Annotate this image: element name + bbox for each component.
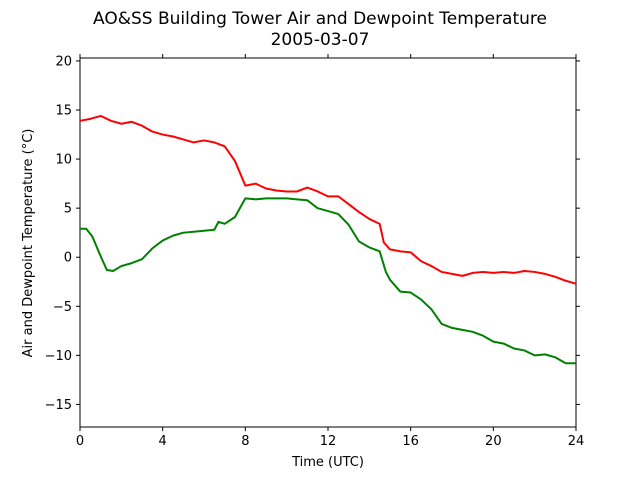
y-tick-label: −15 bbox=[45, 398, 72, 413]
y-tick-label: −10 bbox=[45, 349, 72, 364]
x-axis: 0 4 8 12 16 20 24 bbox=[76, 54, 584, 449]
y-tick-label: 5 bbox=[64, 202, 72, 217]
x-axis-label: Time (UTC) bbox=[291, 455, 364, 470]
y-tick-label: 20 bbox=[55, 54, 72, 69]
y-tick-label: −5 bbox=[53, 300, 72, 315]
x-tick-label: 12 bbox=[320, 434, 337, 449]
y-axis: −15 −10 −5 0 5 10 15 20 bbox=[45, 54, 580, 413]
series-line-1 bbox=[80, 197, 576, 365]
x-tick-label: 20 bbox=[485, 434, 502, 449]
y-tick-label: 15 bbox=[55, 104, 72, 119]
chart-subtitle: 2005-03-07 bbox=[271, 30, 370, 50]
x-tick-label: 24 bbox=[568, 434, 585, 449]
x-tick-label: 16 bbox=[402, 434, 419, 449]
y-tick-label: 0 bbox=[64, 251, 72, 266]
y-axis-label: Air and Dewpoint Temperature (°C) bbox=[21, 129, 36, 358]
x-tick-label: 8 bbox=[241, 434, 249, 449]
plot-frame bbox=[79, 57, 577, 428]
series-layer bbox=[79, 114, 577, 365]
series-line-0 bbox=[79, 114, 577, 285]
x-tick-label: 0 bbox=[76, 434, 84, 449]
plot-area bbox=[79, 57, 577, 428]
chart-title: AO&SS Building Tower Air and Dewpoint Te… bbox=[93, 9, 547, 29]
x-tick-label: 4 bbox=[159, 434, 167, 449]
y-tick-label: 10 bbox=[55, 153, 72, 168]
